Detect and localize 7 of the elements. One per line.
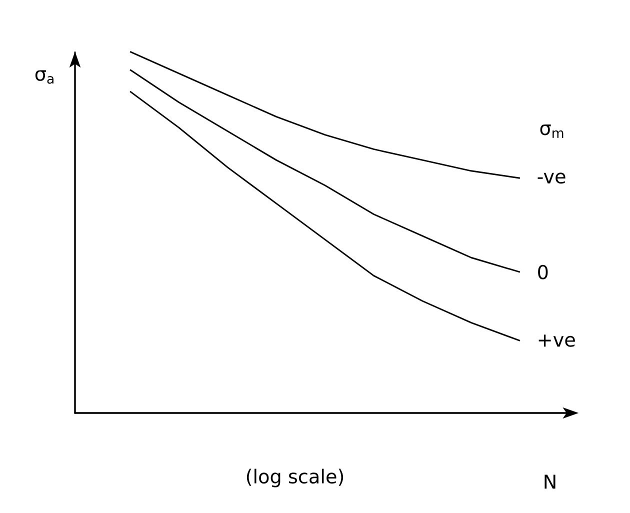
x-axis-title: N <box>544 474 556 489</box>
text: (log scale) <box>246 468 344 488</box>
series-label: +ve <box>538 334 575 347</box>
series-label: -ve <box>538 172 566 184</box>
legend-title: σ$_{m}$ <box>540 124 564 138</box>
series-label: 0 <box>538 264 548 280</box>
y-axis-title: σ$_{a}$ <box>35 70 54 84</box>
